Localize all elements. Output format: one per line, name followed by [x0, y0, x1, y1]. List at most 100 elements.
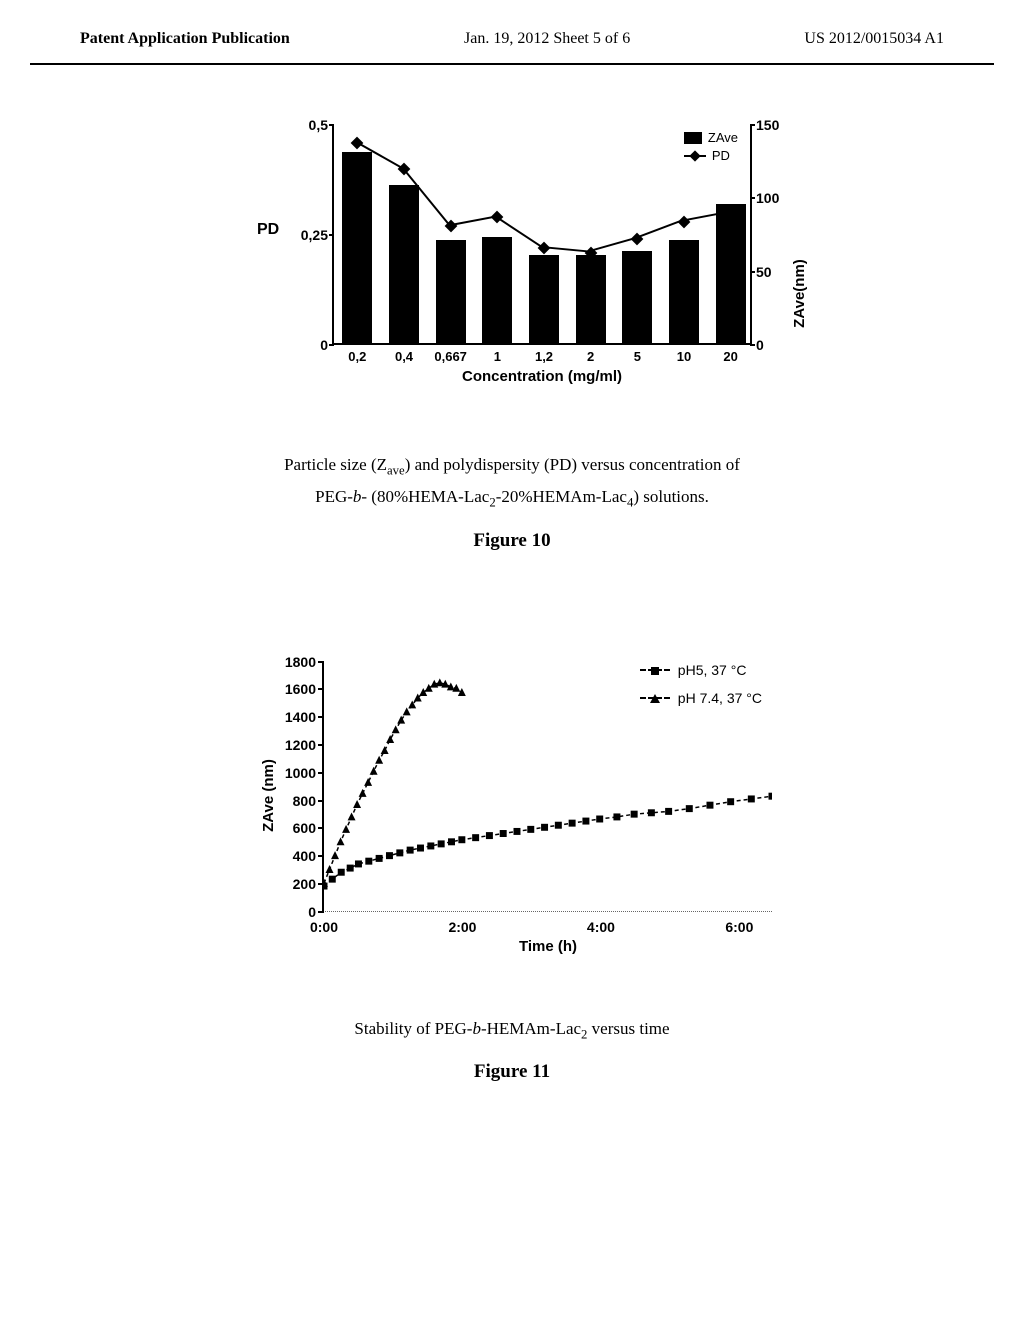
- chart1-ylabel-right: ZAve(nm): [791, 259, 808, 328]
- chart1-xtick: 20: [723, 349, 737, 364]
- legend-bar-icon: [684, 132, 702, 144]
- tickmark: [318, 827, 324, 829]
- chart2-ytick: 600: [293, 820, 316, 836]
- tickmark: [318, 716, 324, 718]
- chart2-ytick: 400: [293, 848, 316, 864]
- chart2-ytick: 0: [308, 904, 316, 920]
- figure-10-block: PD ZAve PD Concentration (mg/ml) 00,250,…: [0, 115, 1024, 552]
- chart2-xlabel: Time (h): [519, 938, 577, 955]
- chart2-ylabel: ZAve (nm): [260, 759, 277, 832]
- chart1-bar: [436, 240, 466, 343]
- tickmark: [318, 661, 324, 663]
- chart2-ytick: 1800: [285, 654, 316, 670]
- header-divider: [30, 63, 994, 65]
- chart1-xtick: 5: [634, 349, 641, 364]
- chart1-xtick: 1,2: [535, 349, 553, 364]
- chart1-xtick: 1: [494, 349, 501, 364]
- tickmark: [318, 772, 324, 774]
- chart1-bar: [389, 185, 419, 343]
- chart2-xtick: 6:00: [725, 919, 753, 935]
- figure-11-chart: ZAve (nm) pH5, 37 °C pH 7.4, 37 °C Time …: [222, 652, 802, 962]
- header-center: Jan. 19, 2012 Sheet 5 of 6: [464, 30, 630, 48]
- tickmark: [750, 271, 755, 273]
- caption-text: -HEMAm-Lac: [481, 1019, 581, 1038]
- page-header: Patent Application Publication Jan. 19, …: [0, 0, 1024, 58]
- legend-pd-label: PD: [712, 148, 730, 163]
- legend-ph5-label: pH5, 37 °C: [678, 662, 747, 678]
- chart1-bar: [669, 240, 699, 343]
- legend-ph74: pH 7.4, 37 °C: [640, 690, 762, 706]
- chart1-xlabel: Concentration (mg/ml): [462, 368, 622, 385]
- caption-text: Particle size (Z: [284, 455, 387, 474]
- caption-text: versus time: [587, 1019, 669, 1038]
- chart1-ylabel-left: PD: [257, 221, 279, 239]
- caption-text: Stability of PEG-: [354, 1019, 472, 1038]
- tickmark: [750, 124, 755, 126]
- chart1-xtick: 0,2: [348, 349, 366, 364]
- caption-text: - (80%HEMA-Lac: [361, 487, 489, 506]
- figure-11-caption: Stability of PEG-b-HEMAm-Lac2 versus tim…: [354, 1014, 669, 1046]
- figure-10-label: Figure 10: [473, 530, 550, 552]
- chart2-xtick: 2:00: [448, 919, 476, 935]
- chart1-ytick-right: 100: [756, 190, 779, 206]
- chart1-xtick: 10: [677, 349, 691, 364]
- legend-zave: ZAve: [684, 130, 738, 145]
- chart1-bar: [482, 237, 512, 343]
- chart1-legend: ZAve PD: [684, 130, 738, 166]
- tickmark: [750, 344, 755, 346]
- chart1-ytick-left: 0,5: [309, 117, 328, 133]
- chart1-bar: [576, 255, 606, 343]
- chart2-ytick: 800: [293, 793, 316, 809]
- chart1-bar: [716, 204, 746, 343]
- tickmark: [318, 883, 324, 885]
- caption-text: ) and polydispersity (PD) versus concent…: [405, 455, 740, 474]
- legend-ph74-label: pH 7.4, 37 °C: [678, 690, 762, 706]
- chart1-bar: [622, 251, 652, 343]
- figure-10-caption: Particle size (Zave) and polydispersity …: [284, 450, 740, 515]
- figure-11-block: ZAve (nm) pH5, 37 °C pH 7.4, 37 °C Time …: [0, 562, 1024, 1083]
- figure-10-chart: PD ZAve PD Concentration (mg/ml) 00,250,…: [252, 115, 812, 395]
- caption-text: PEG-: [315, 487, 353, 506]
- header-left: Patent Application Publication: [80, 30, 290, 48]
- chart1-ytick-left: 0: [320, 337, 328, 353]
- chart1-ytick-right: 150: [756, 117, 779, 133]
- chart1-xtick: 0,667: [434, 349, 467, 364]
- chart2-xtick: 0:00: [310, 919, 338, 935]
- chart1-ytick-left: 0,25: [301, 227, 328, 243]
- chart1-bar: [342, 152, 372, 343]
- chart1-plot-area: ZAve PD Concentration (mg/ml) 00,250,505…: [332, 125, 752, 345]
- tickmark: [318, 800, 324, 802]
- tickmark: [329, 234, 334, 236]
- chart2-ytick: 1400: [285, 709, 316, 725]
- caption-ital: b: [472, 1019, 481, 1038]
- tickmark: [318, 911, 324, 913]
- chart2-ytick: 1600: [285, 681, 316, 697]
- chart2-legend: pH5, 37 °C pH 7.4, 37 °C: [640, 662, 762, 718]
- tickmark: [750, 197, 755, 199]
- chart1-ytick-right: 0: [756, 337, 764, 353]
- chart2-plot-area: pH5, 37 °C pH 7.4, 37 °C Time (h) 020040…: [322, 662, 772, 912]
- legend-zave-label: ZAve: [708, 130, 738, 145]
- chart1-xtick: 2: [587, 349, 594, 364]
- chart2-ytick: 1200: [285, 737, 316, 753]
- tickmark: [329, 124, 334, 126]
- caption-text: -20%HEMAm-Lac: [496, 487, 627, 506]
- legend-ph5: pH5, 37 °C: [640, 662, 762, 678]
- legend-line-icon: [684, 155, 706, 157]
- legend-square-icon: [640, 669, 670, 671]
- header-right: US 2012/0015034 A1: [804, 30, 944, 48]
- chart2-xtick: 4:00: [587, 919, 615, 935]
- tickmark: [318, 688, 324, 690]
- tickmark: [329, 344, 334, 346]
- tickmark: [318, 855, 324, 857]
- legend-pd: PD: [684, 148, 738, 163]
- chart1-ytick-right: 50: [756, 264, 772, 280]
- legend-triangle-icon: [640, 697, 670, 699]
- caption-text: ) solutions.: [633, 487, 709, 506]
- figure-11-label: Figure 11: [474, 1061, 550, 1083]
- chart1-bar: [529, 255, 559, 343]
- chart2-ytick: 200: [293, 876, 316, 892]
- chart1-xtick: 0,4: [395, 349, 413, 364]
- chart2-ytick: 1000: [285, 765, 316, 781]
- tickmark: [318, 744, 324, 746]
